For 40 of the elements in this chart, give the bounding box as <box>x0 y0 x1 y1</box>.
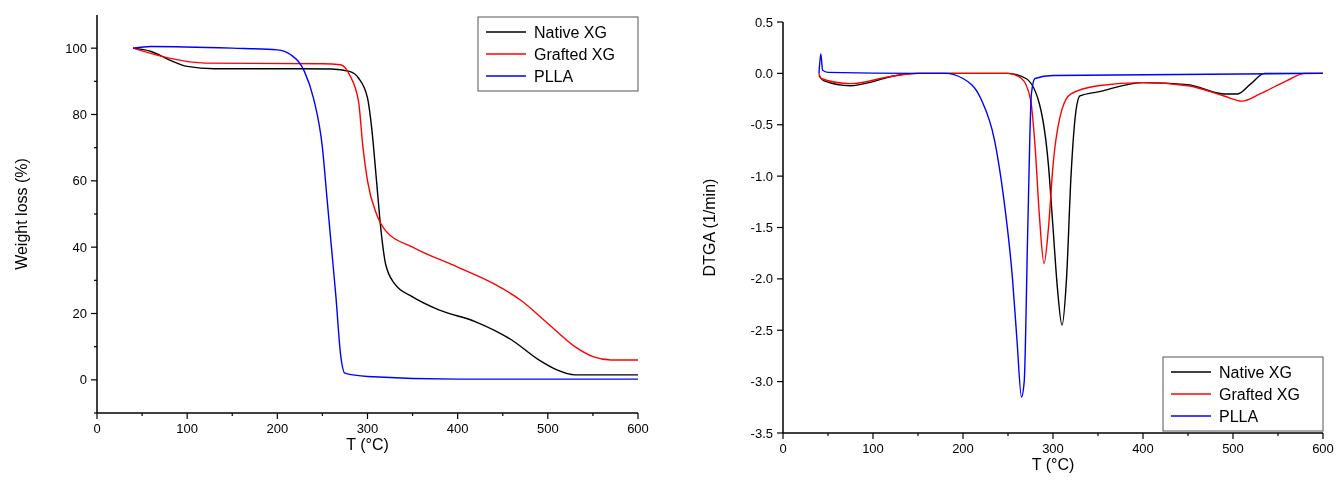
x-tick-label: 500 <box>536 421 559 436</box>
line-series <box>818 53 1324 398</box>
y-tick-label: 100 <box>65 40 87 56</box>
x-tick-label: 400 <box>1132 441 1154 456</box>
x-tick-label: 200 <box>266 421 289 436</box>
x-tick-label: 500 <box>1222 441 1244 456</box>
y-tick-label: 0 <box>79 372 87 388</box>
x-tick-label: 0 <box>93 421 101 436</box>
y-tick-label: 0.0 <box>754 65 773 81</box>
y-tick-label: 0.5 <box>754 14 773 30</box>
y-tick-label: -0.5 <box>750 117 773 133</box>
x-tick-label: 200 <box>952 441 974 456</box>
x-tick-label: 100 <box>862 441 884 456</box>
x-tick-label: 0 <box>779 441 787 456</box>
legend-label: PLLA <box>1219 408 1259 425</box>
x-tick-label: 300 <box>356 421 379 436</box>
x-axis-title: T (°C) <box>1031 456 1075 473</box>
y-axis-title: DTGA (1/min) <box>701 178 718 277</box>
legend-label: Native XG <box>1219 364 1292 381</box>
y-tick-label: -1.0 <box>750 168 773 184</box>
y-axis-title: Weight loss (%) <box>13 158 30 270</box>
x-tick-label: 600 <box>1312 441 1334 456</box>
y-tick-label: 20 <box>72 306 87 321</box>
y-tick-label: 80 <box>72 107 87 122</box>
legend-label: Grafted XG <box>1219 386 1300 403</box>
x-tick-label: 600 <box>627 421 649 436</box>
y-tick-label: -3.0 <box>750 374 773 390</box>
y-tick-label: 40 <box>72 239 87 255</box>
legend-label: Grafted XG <box>534 46 615 63</box>
y-tick-label: -1.5 <box>750 220 773 235</box>
y-tick-label: -2.0 <box>750 271 773 287</box>
legend-label: Native XG <box>534 24 607 41</box>
legend-label: PLLA <box>534 68 574 85</box>
y-tick-label: 60 <box>72 173 87 189</box>
y-tick-label: -3.5 <box>750 425 773 441</box>
x-axis-title: T (°C) <box>346 436 389 453</box>
x-tick-label: 100 <box>176 421 199 436</box>
y-tick-label: -2.5 <box>750 322 773 338</box>
x-tick-label: 300 <box>1042 441 1064 456</box>
x-tick-label: 400 <box>446 421 469 436</box>
